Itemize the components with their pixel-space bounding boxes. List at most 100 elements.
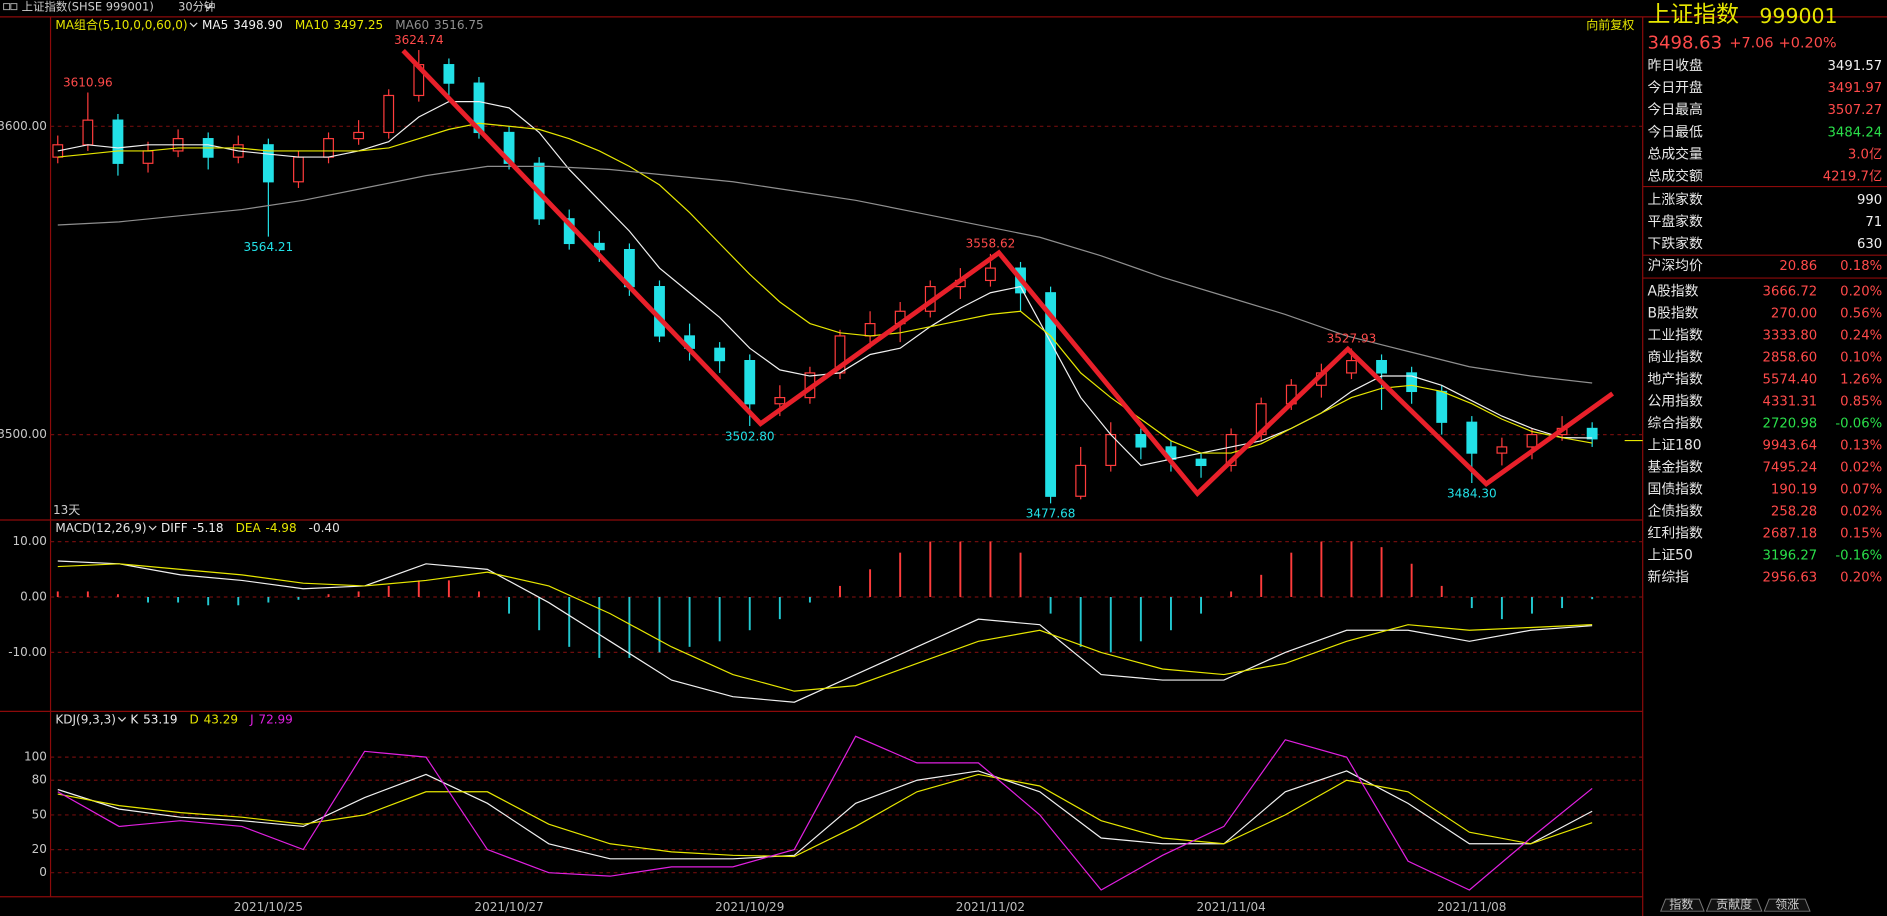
average-change: 0.18%	[1840, 259, 1882, 274]
legend-value: 72.99	[258, 712, 292, 726]
candle-body	[1406, 372, 1418, 393]
index-value: 3196.27	[1763, 549, 1818, 564]
stat-label: 总成交额	[1648, 167, 1703, 184]
y-tick-label: 0	[39, 865, 47, 879]
y-tick-label: 50	[32, 807, 47, 821]
tab[interactable]	[1763, 898, 1811, 912]
candle-body	[864, 323, 876, 337]
candle-body	[1526, 433, 1538, 448]
y-tick-label: 0.00	[20, 589, 47, 603]
x-tick-label: 2021/10/25	[234, 900, 303, 914]
chart-frame	[0, 16, 1887, 916]
tab-label[interactable]: 指数	[1669, 897, 1693, 912]
extreme-label: 3502.80	[725, 429, 775, 443]
index-name: 上证50	[1648, 548, 1693, 564]
index-change: 0.15%	[1840, 527, 1882, 542]
legend-value: 53.19	[143, 712, 177, 726]
dropdown-arrow	[117, 716, 127, 722]
candle-body	[353, 131, 365, 140]
index-value: 2956.63	[1763, 571, 1818, 586]
y-tick-label: 100	[24, 750, 47, 764]
y-tick-label: 3600.00	[0, 119, 47, 133]
legend-name: D	[190, 712, 199, 726]
indicator-line	[57, 165, 1593, 384]
indicator-line	[57, 563, 1593, 692]
indicator-line	[57, 100, 1593, 467]
index-change: 0.24%	[1840, 328, 1882, 343]
breadth-value: 71	[1865, 215, 1882, 230]
legend-name: DEA	[236, 521, 262, 535]
stat-label: 昨日收盘	[1648, 57, 1703, 74]
candle-body	[112, 119, 124, 164]
dropdown-arrow	[189, 22, 198, 28]
extreme-label: 3484.30	[1447, 486, 1497, 500]
legend-title: MACD(12,26,9)	[55, 521, 146, 535]
breadth-label: 平盘家数	[1648, 213, 1703, 230]
index-value: 2687.18	[1763, 527, 1818, 542]
candle-body	[1105, 433, 1117, 467]
legend-name: MA5	[202, 18, 228, 32]
legend-name: DIFF	[161, 521, 188, 535]
tab[interactable]	[1660, 898, 1705, 912]
candle-body	[1075, 464, 1087, 497]
toolbar-title: 上证指数(SHSE 999001)	[22, 0, 154, 14]
extreme-label: 3558.62	[966, 237, 1016, 251]
trend-drawing	[401, 48, 1615, 498]
candle-body	[744, 359, 756, 405]
quote-code: 999001	[1759, 4, 1837, 28]
legend-value: 3497.25	[334, 18, 384, 32]
index-name: 商业指数	[1648, 349, 1703, 365]
tab-label[interactable]: 领涨	[1775, 897, 1799, 912]
y-tick-label: 10.00	[13, 534, 47, 548]
candle-body	[82, 119, 94, 146]
indicator-line	[57, 773, 1593, 858]
stat-label: 今日最低	[1648, 124, 1703, 140]
stat-label: 总成交量	[1648, 145, 1703, 162]
dropdown-arrow[interactable]	[204, 4, 213, 10]
candle-body	[1376, 359, 1387, 374]
index-change: 0.20%	[1840, 284, 1882, 299]
tab-label[interactable]: 贡献度	[1716, 897, 1752, 912]
candle-body	[443, 64, 455, 84]
tab[interactable]	[1705, 898, 1763, 912]
legend-title: KDJ(9,3,3)	[55, 712, 116, 726]
window-icon	[3, 3, 11, 11]
index-name: B股指数	[1648, 305, 1699, 321]
index-change: 0.20%	[1840, 571, 1882, 586]
tab-bar: 指数 贡献度 领涨	[1660, 897, 1811, 912]
side-panel: 上证指数 999001 3498.63 +7.06 +0.20% 昨日收盘 3491.57 今…	[1648, 2, 1883, 586]
stat-label: 今日最高	[1648, 101, 1703, 118]
window-icon	[10, 3, 18, 11]
quote-price: 3498.63	[1648, 32, 1723, 53]
index-change: 0.13%	[1840, 438, 1882, 453]
adjust-mode[interactable]: 向前复权	[1586, 17, 1634, 32]
stat-value: 3491.97	[1828, 81, 1883, 96]
breadth-value: 630	[1857, 237, 1882, 252]
index-value: 270.00	[1771, 306, 1817, 321]
index-value: 3666.72	[1763, 284, 1818, 299]
breadth-label: 下跌家数	[1648, 235, 1703, 252]
candle-body	[1346, 359, 1357, 374]
legend-name: MA10	[295, 18, 329, 32]
x-tick-label: 2021/10/27	[474, 900, 543, 914]
legend-name: MA60	[395, 18, 429, 32]
extreme-label: 3564.21	[244, 240, 294, 254]
candle-body	[1195, 458, 1207, 467]
average-label: 沪深均价	[1648, 258, 1703, 274]
stat-value: 3507.27	[1828, 103, 1883, 118]
legend-name: K	[130, 712, 139, 726]
index-value: 4331.31	[1763, 394, 1818, 409]
legend-value: -0.40	[309, 521, 340, 535]
index-name: 工业指数	[1648, 327, 1703, 343]
index-change: 0.07%	[1840, 483, 1882, 498]
index-change: 0.10%	[1840, 350, 1882, 365]
index-value: 258.28	[1771, 505, 1817, 520]
index-change: 0.85%	[1840, 394, 1882, 409]
period-selector[interactable]: 30分钟	[178, 0, 215, 14]
candle-body	[593, 242, 605, 251]
index-change: 0.02%	[1840, 505, 1882, 520]
y-tick-label: 3500.00	[0, 427, 47, 441]
